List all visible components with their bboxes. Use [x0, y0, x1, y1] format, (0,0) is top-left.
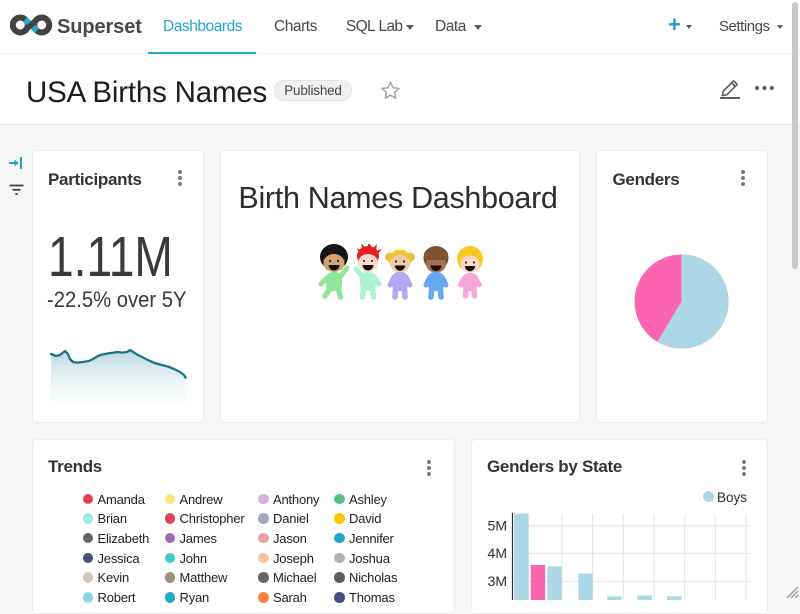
svg-text:4M: 4M	[488, 545, 507, 561]
svg-text:3M: 3M	[488, 573, 507, 589]
svg-text:5M: 5M	[488, 518, 507, 534]
